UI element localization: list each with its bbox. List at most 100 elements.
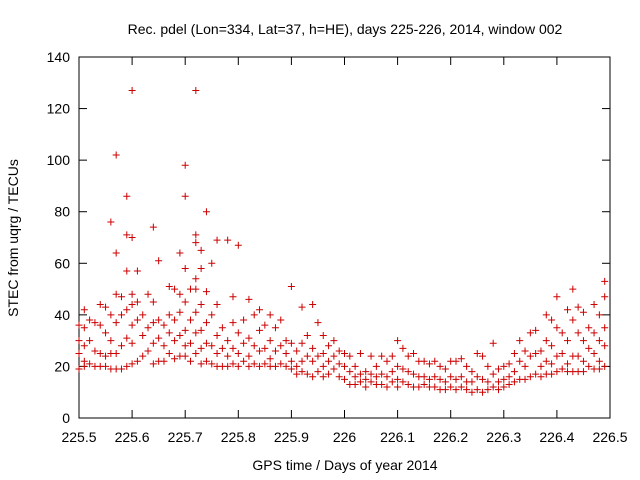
data-point bbox=[165, 350, 173, 358]
data-point bbox=[468, 388, 476, 396]
data-point bbox=[181, 298, 189, 306]
y-tick-label: 40 bbox=[54, 307, 70, 323]
data-point bbox=[542, 311, 550, 319]
data-point bbox=[500, 362, 508, 370]
data-point bbox=[505, 360, 513, 368]
data-point bbox=[171, 316, 179, 324]
data-point bbox=[250, 342, 258, 350]
data-point bbox=[341, 350, 348, 358]
data-point bbox=[579, 368, 587, 376]
x-tick-label: 225.6 bbox=[115, 429, 150, 445]
data-point bbox=[128, 321, 136, 329]
data-point bbox=[303, 370, 311, 378]
data-point bbox=[356, 370, 364, 378]
data-point bbox=[213, 350, 221, 358]
data-point bbox=[590, 350, 598, 358]
data-point bbox=[261, 321, 269, 329]
data-point bbox=[112, 151, 120, 159]
data-point bbox=[335, 360, 343, 368]
data-point bbox=[468, 368, 476, 376]
data-point bbox=[330, 337, 338, 345]
data-point bbox=[590, 329, 598, 337]
data-point bbox=[218, 344, 226, 352]
data-point bbox=[282, 337, 290, 345]
data-point bbox=[537, 347, 545, 355]
data-point bbox=[192, 308, 200, 316]
x-tick-label: 226 bbox=[333, 429, 357, 445]
data-point bbox=[367, 370, 375, 378]
data-point bbox=[293, 362, 301, 370]
data-point bbox=[548, 316, 556, 324]
data-point bbox=[319, 373, 327, 381]
data-point bbox=[133, 357, 141, 365]
data-point bbox=[256, 326, 264, 334]
data-point bbox=[378, 380, 386, 388]
data-point bbox=[542, 337, 550, 345]
data-point bbox=[192, 87, 200, 95]
data-point bbox=[383, 373, 391, 381]
data-point bbox=[123, 362, 131, 370]
data-point bbox=[298, 339, 306, 347]
data-point bbox=[176, 331, 184, 339]
data-point bbox=[197, 344, 205, 352]
data-point bbox=[160, 342, 168, 350]
data-point bbox=[394, 362, 402, 370]
data-point bbox=[181, 161, 189, 169]
data-point bbox=[208, 259, 216, 267]
data-point bbox=[229, 293, 237, 301]
data-point bbox=[500, 383, 508, 391]
data-point bbox=[585, 344, 593, 352]
data-point bbox=[176, 290, 184, 298]
y-tick-label: 120 bbox=[47, 101, 71, 117]
data-point bbox=[112, 350, 120, 358]
data-point bbox=[452, 357, 460, 365]
data-point bbox=[197, 246, 205, 254]
data-point bbox=[112, 319, 120, 327]
data-point bbox=[319, 350, 327, 358]
data-point bbox=[192, 275, 200, 283]
data-point bbox=[463, 386, 471, 394]
data-point bbox=[479, 375, 487, 383]
data-point bbox=[250, 311, 258, 319]
data-point bbox=[128, 234, 136, 241]
data-point bbox=[86, 337, 94, 345]
data-point bbox=[224, 352, 232, 360]
data-point bbox=[367, 378, 375, 386]
data-point bbox=[277, 342, 285, 350]
data-point bbox=[208, 311, 216, 319]
data-point bbox=[585, 324, 593, 332]
data-point bbox=[436, 375, 444, 383]
data-point bbox=[367, 352, 375, 360]
data-point bbox=[595, 365, 603, 373]
data-point bbox=[468, 378, 476, 386]
data-point bbox=[516, 337, 524, 345]
data-point bbox=[383, 383, 391, 391]
data-point bbox=[601, 293, 609, 301]
data-point bbox=[245, 352, 253, 360]
data-point bbox=[330, 352, 338, 360]
data-point bbox=[80, 324, 88, 332]
data-point bbox=[441, 378, 449, 386]
data-point bbox=[155, 257, 163, 265]
data-point bbox=[187, 357, 195, 365]
data-point bbox=[399, 365, 407, 373]
data-point bbox=[484, 386, 492, 394]
data-point bbox=[574, 352, 582, 360]
data-point bbox=[494, 386, 502, 394]
data-point bbox=[410, 370, 418, 378]
data-point bbox=[107, 337, 115, 345]
data-point bbox=[133, 298, 141, 306]
data-point bbox=[479, 388, 487, 396]
data-point bbox=[287, 357, 295, 365]
data-point bbox=[149, 360, 157, 368]
data-point bbox=[271, 362, 279, 370]
y-tick-label: 20 bbox=[54, 358, 70, 374]
data-point bbox=[128, 301, 136, 309]
data-point bbox=[117, 365, 125, 373]
data-point bbox=[192, 239, 200, 247]
data-point bbox=[240, 316, 248, 324]
data-point bbox=[256, 306, 264, 314]
data-point bbox=[542, 357, 550, 365]
data-point bbox=[128, 360, 136, 368]
data-point bbox=[128, 290, 136, 298]
